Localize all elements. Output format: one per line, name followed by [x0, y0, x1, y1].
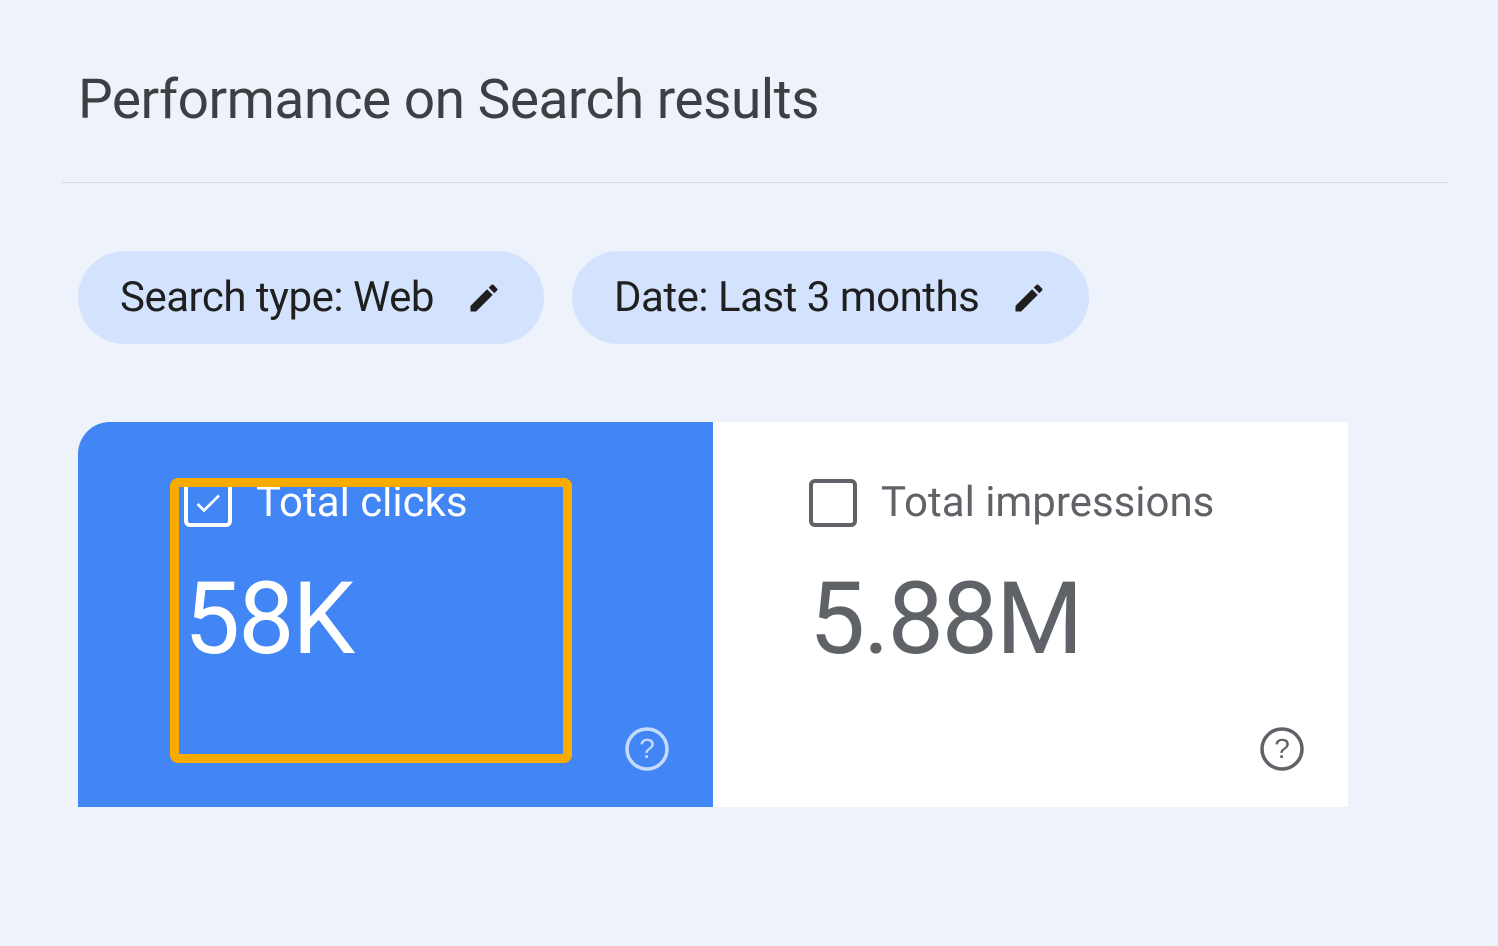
help-icon[interactable]: ?: [1258, 725, 1306, 773]
filters-row: Search type: Web Date: Last 3 months: [0, 183, 1498, 344]
svg-text:?: ?: [639, 733, 655, 764]
impressions-value: 5.88M: [809, 561, 1300, 678]
impressions-checkbox[interactable]: [809, 479, 857, 527]
checkmark-icon: [192, 487, 224, 519]
pencil-icon: [466, 280, 502, 316]
date-filter-label: Date: Last 3 months: [614, 273, 979, 322]
metrics-row: Total clicks 58K ? Total impressions 5.8…: [0, 344, 1498, 807]
impressions-header: Total impressions: [809, 478, 1300, 527]
clicks-label: Total clicks: [256, 478, 468, 527]
svg-text:?: ?: [1274, 733, 1290, 764]
clicks-checkbox[interactable]: [184, 479, 232, 527]
help-icon[interactable]: ?: [623, 725, 671, 773]
date-filter-chip[interactable]: Date: Last 3 months: [572, 251, 1089, 344]
clicks-header: Total clicks: [184, 478, 665, 527]
search-type-filter-label: Search type: Web: [120, 273, 434, 322]
performance-panel: Performance on Search results Search typ…: [0, 0, 1498, 807]
total-clicks-card[interactable]: Total clicks 58K ?: [78, 422, 713, 807]
total-impressions-card[interactable]: Total impressions 5.88M ?: [713, 422, 1348, 807]
search-type-filter-chip[interactable]: Search type: Web: [78, 251, 544, 344]
impressions-label: Total impressions: [881, 478, 1214, 527]
pencil-icon: [1011, 280, 1047, 316]
clicks-value: 58K: [184, 561, 665, 678]
page-title: Performance on Search results: [0, 0, 1498, 182]
